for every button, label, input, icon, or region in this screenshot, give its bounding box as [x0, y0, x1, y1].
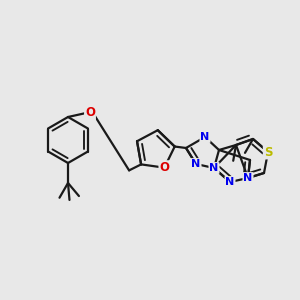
Text: N: N [200, 132, 210, 142]
Text: S: S [264, 146, 272, 158]
Text: N: N [225, 177, 235, 187]
Text: O: O [85, 106, 95, 119]
Text: N: N [191, 159, 201, 169]
Text: O: O [159, 161, 170, 174]
Text: N: N [209, 163, 219, 173]
Text: N: N [243, 173, 253, 183]
